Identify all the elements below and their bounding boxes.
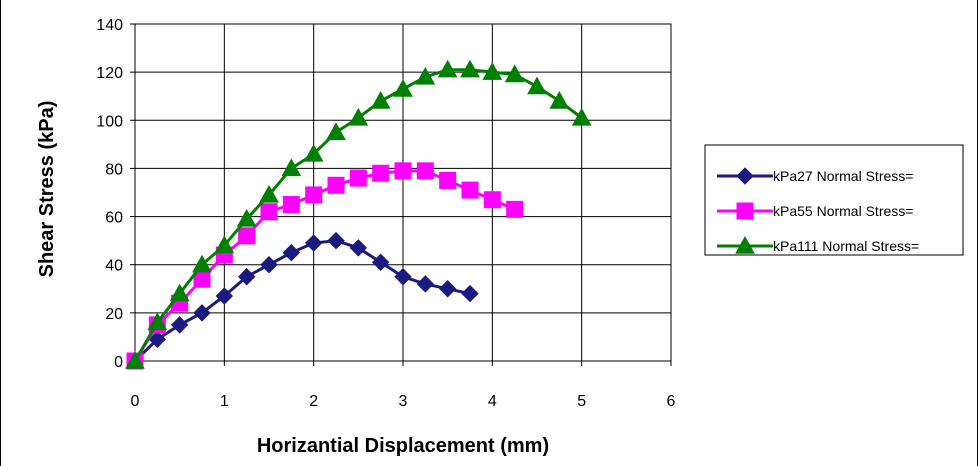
data-point <box>372 164 390 182</box>
y-tick-label: 120 <box>96 65 123 82</box>
x-tick-label: 1 <box>220 393 229 410</box>
data-point <box>393 78 413 97</box>
data-point <box>549 90 570 109</box>
data-point <box>482 62 503 80</box>
data-point <box>193 304 211 322</box>
data-point <box>237 268 256 286</box>
data-point <box>260 256 278 274</box>
legend-marker <box>736 202 754 220</box>
data-point <box>527 76 547 95</box>
data-point <box>305 186 323 204</box>
data-point <box>415 66 436 85</box>
data-point <box>438 280 457 298</box>
data-point <box>483 191 501 209</box>
series-layer <box>125 59 592 370</box>
data-point <box>460 59 480 78</box>
series-line <box>133 239 471 363</box>
data-point <box>304 234 323 252</box>
x-tick-label: 0 <box>131 393 140 410</box>
data-point <box>571 107 592 126</box>
series-3 <box>125 59 592 369</box>
data-point <box>349 169 367 187</box>
legend-label: kPa27 Normal Stress= <box>773 168 913 184</box>
data-point <box>348 107 369 126</box>
data-point <box>394 268 412 286</box>
x-tick-label: 2 <box>309 393 318 410</box>
data-point <box>169 283 190 302</box>
data-point <box>170 316 189 334</box>
grid-layer <box>134 23 672 362</box>
data-point <box>260 203 278 221</box>
legend-box <box>704 144 964 256</box>
data-point <box>238 227 256 245</box>
x-tick-label: 4 <box>488 393 497 410</box>
data-point <box>371 253 390 272</box>
series-1 <box>126 231 479 370</box>
data-point <box>236 208 257 227</box>
data-point <box>504 64 525 83</box>
y-axis-title: Shear Stress (kPa) <box>36 101 58 278</box>
data-point <box>439 171 457 189</box>
y-tick-label: 60 <box>105 210 123 227</box>
data-point <box>506 200 524 218</box>
legend-entry: kPa111 Normal Stress= <box>717 235 919 254</box>
legend-marker <box>735 235 755 254</box>
data-point <box>259 184 279 203</box>
legend: kPa27 Normal Stress= kPa55 Normal Stress=… <box>704 144 964 256</box>
x-axis-title: Horizantial Displacement (mm) <box>257 435 549 457</box>
data-point <box>416 162 434 180</box>
data-point <box>125 350 145 369</box>
x-tick-label: 6 <box>667 393 676 410</box>
y-tick-label: 0 <box>114 354 123 371</box>
data-point <box>461 284 479 303</box>
data-point <box>147 312 168 331</box>
data-point <box>327 231 345 250</box>
axis-layer: 0 20 40 60 80 100 120 140 0 1 2 3 4 5 6 <box>96 17 675 410</box>
data-point <box>416 275 435 293</box>
data-point <box>215 287 234 305</box>
legend-entry: kPa27 Normal Stress= <box>717 167 913 185</box>
data-point <box>303 143 324 162</box>
y-tick-label: 20 <box>105 306 123 323</box>
y-tick-label: 140 <box>96 17 123 34</box>
x-tick-label: 3 <box>399 393 408 410</box>
data-point <box>394 162 412 180</box>
data-point <box>282 243 301 262</box>
y-tick-label: 40 <box>105 258 123 275</box>
data-point <box>282 196 300 214</box>
data-point <box>461 181 479 199</box>
data-point <box>370 90 391 109</box>
legend-marker <box>736 167 754 185</box>
data-point <box>192 254 212 273</box>
legend-label: kPa111 Normal Stress= <box>773 238 919 254</box>
data-point <box>437 59 458 78</box>
y-tick-label: 80 <box>105 161 123 178</box>
legend-label: kPa55 Normal Stress= <box>773 203 913 219</box>
x-tick-label: 5 <box>577 393 586 410</box>
data-point <box>326 122 346 141</box>
y-tick-label: 100 <box>96 113 123 130</box>
data-point <box>327 176 345 194</box>
data-point <box>214 235 235 254</box>
legend-entry: kPa55 Normal Stress= <box>717 202 913 220</box>
data-point <box>349 239 368 257</box>
data-point <box>148 330 167 349</box>
data-point <box>281 158 302 177</box>
